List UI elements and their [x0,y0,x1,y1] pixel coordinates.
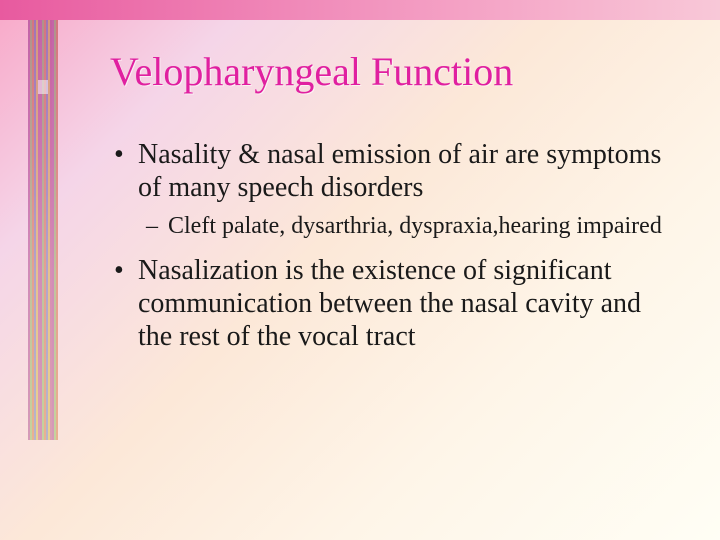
slide-title: Velopharyngeal Function [110,48,513,95]
slide: Velopharyngeal Function Nasality & nasal… [0,0,720,540]
left-accent-bar [28,20,58,440]
bullet-level-1: Nasality & nasal emission of air are sym… [110,138,670,204]
slide-content: Nasality & nasal emission of air are sym… [110,138,670,361]
bullet-level-1: Nasalization is the existence of signifi… [110,254,670,353]
top-accent-bar [0,0,720,20]
bullet-level-2: Cleft palate, dysarthria, dyspraxia,hear… [110,212,670,240]
